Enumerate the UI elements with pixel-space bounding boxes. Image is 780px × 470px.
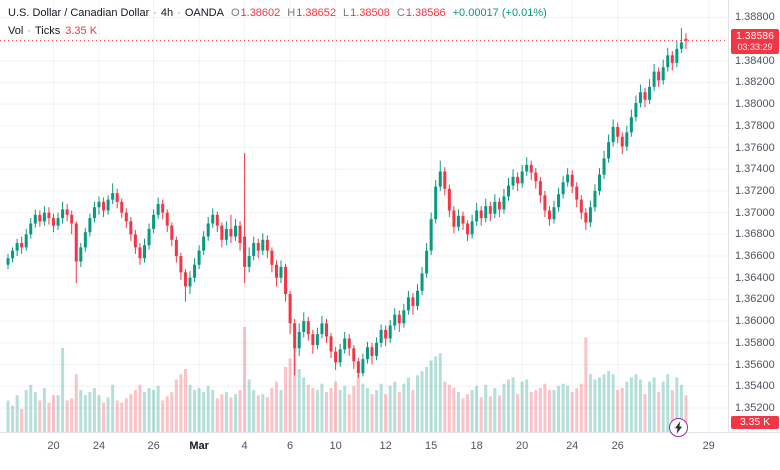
time-tick-label: 26 [147,440,160,452]
time-tick-label: 4 [241,440,248,452]
time-tick-label: 20 [47,440,60,452]
timeframe-label[interactable]: 4h [160,7,174,19]
price-axis[interactable]: 1.38586 03:33:29 3.35 K 1.388001.386001.… [728,0,780,432]
close-label: C [396,7,405,19]
legend-main-row: U.S. Dollar / Canadian Dollar · 4h · OAN… [8,5,547,21]
lightning-icon [674,421,683,434]
lightning-button[interactable] [669,418,688,437]
open-label: O [230,7,240,19]
volume-value: 3.35 K [65,25,98,37]
price-tick-label: 1.38000 [735,98,775,111]
price-tick-label: 1.35800 [735,336,775,349]
price-tick-label: 1.38200 [735,76,775,89]
price-tick-label: 1.36400 [735,271,775,284]
legend-separator: · [153,7,157,19]
low-label: L [343,7,350,19]
change-value: +0.00017 (+0.01%) [452,7,547,19]
price-tick-label: 1.37400 [735,163,775,176]
price-tick-label: 1.38800 [735,11,775,24]
price-tick-label: 1.38400 [735,54,775,67]
legend-separator: · [27,25,31,37]
volume-axis-badge: 3.35 K [731,416,779,429]
time-tick-label: 6 [287,440,294,452]
time-tick-label: 24 [566,440,579,452]
price-tick-label: 1.37800 [735,119,775,132]
symbol-legend: U.S. Dollar / Canadian Dollar · 4h · OAN… [8,5,547,39]
time-tick-label: 29 [702,440,715,452]
price-tick-label: 1.37200 [735,184,775,197]
legend-separator: · [177,7,181,19]
exchange-label[interactable]: OANDA [184,7,224,19]
price-tick-label: 1.36600 [735,250,775,263]
last-price-value: 1.38586 [736,29,774,42]
price-tick-label: 1.37600 [735,141,775,154]
legend-volume-row: Vol · Ticks 3.35 K [8,23,547,39]
bar-countdown: 03:33:29 [737,41,773,52]
price-tick-label: 1.37000 [735,206,775,219]
open-value: 1.38602 [240,7,281,19]
time-tick-label: 24 [92,440,106,452]
price-tick-label: 1.35600 [735,358,775,371]
time-tick-label: Mar [189,440,209,452]
candlestick-chart[interactable] [0,0,728,432]
time-axis[interactable]: 20 24 26 Mar 4 6 10 12 15 18 20 24 26 29 [0,432,780,470]
price-tick-label: 1.35200 [735,401,775,414]
symbol-title[interactable]: U.S. Dollar / Canadian Dollar [8,7,150,19]
price-tick-label: 1.35400 [735,380,775,393]
time-tick-label: 18 [470,440,483,452]
time-tick-label: 15 [425,440,438,452]
price-tick-label: 1.36800 [735,228,775,241]
time-tick-label: 26 [611,440,624,452]
high-label: H [287,7,296,19]
price-tick-label: 1.36200 [735,293,775,306]
low-value: 1.38508 [350,7,390,19]
price-tick-label: 1.36000 [735,315,775,328]
time-tick-label: 10 [329,440,342,452]
chart-plot-area[interactable] [0,0,728,432]
time-tick-label: 20 [516,440,529,452]
last-price-badge: 1.38586 03:33:29 [731,28,779,54]
volume-label[interactable]: Vol [8,25,24,37]
high-value: 1.38652 [296,7,336,19]
close-value: 1.38586 [405,7,446,19]
time-tick-label: 12 [379,440,392,452]
volume-source-label: Ticks [34,25,61,37]
